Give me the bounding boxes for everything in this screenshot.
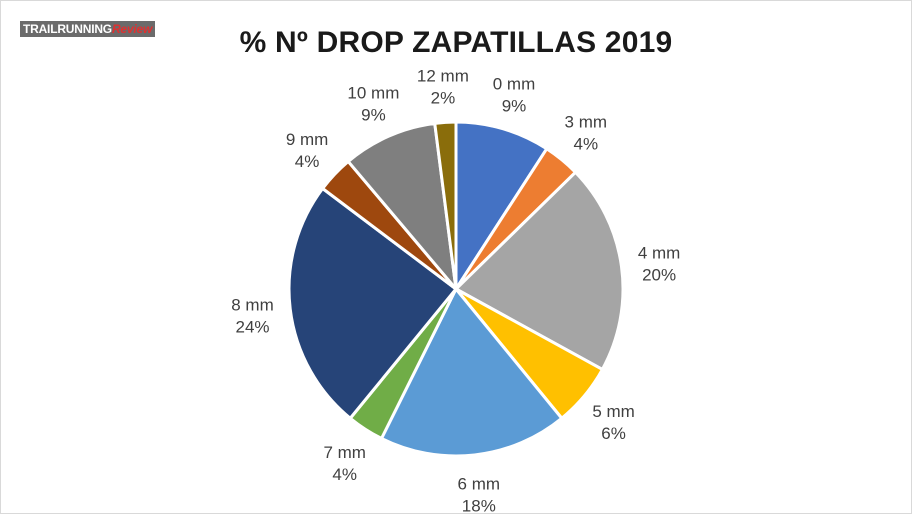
slice-label-0mm: 0 mm 9% <box>493 74 536 115</box>
pie-slice-10mm <box>346 121 458 291</box>
pie-slice-8mm <box>287 186 458 420</box>
slice-label-7mm: 7 mm 4% <box>323 443 366 484</box>
watermark-part1: TRAILRUNNING <box>23 22 112 36</box>
watermark-part2: Review <box>111 22 153 36</box>
watermark-logo: TRAILRUNNING Review <box>20 21 156 37</box>
pie-slices <box>287 120 625 458</box>
slice-label-4mm: 4 mm 20% <box>638 243 681 284</box>
pie-labels: 0 mm 9% 3 mm 4% 4 mm 20% 5 mm 6% 6 mm 18% 7 mm 4% 8 … <box>231 66 680 514</box>
slice-label-8mm: 8 mm 24% <box>231 296 274 337</box>
slice-label-9mm: 9 mm 4% <box>286 130 329 171</box>
slice-label-6mm: 6 mm 18% <box>458 475 501 514</box>
pie-slice-0mm <box>454 120 549 291</box>
slice-label-12mm: 12 mm 2% <box>417 66 469 107</box>
slice-label-10mm: 10 mm 9% <box>347 83 399 124</box>
pie-slice-12mm <box>433 120 458 291</box>
slice-label-3mm: 3 mm 4% <box>565 112 608 153</box>
pie-slice-4mm <box>454 170 625 371</box>
chart-title: % Nº DROP ZAPATILLAS 2019 <box>239 26 673 59</box>
slice-label-5mm: 5 mm 6% <box>592 402 635 443</box>
pie-slice-6mm <box>379 287 564 458</box>
